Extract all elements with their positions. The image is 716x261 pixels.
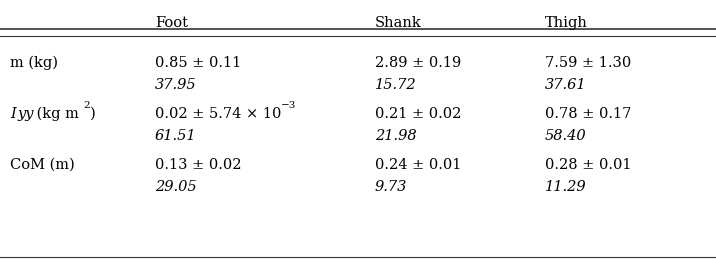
Text: 15.72: 15.72 bbox=[375, 78, 417, 92]
Text: 0.02 ± 5.74 × 10: 0.02 ± 5.74 × 10 bbox=[155, 107, 281, 121]
Text: yy: yy bbox=[18, 107, 34, 121]
Text: 37.95: 37.95 bbox=[155, 78, 197, 92]
Text: Foot: Foot bbox=[155, 16, 188, 30]
Text: m (kg): m (kg) bbox=[10, 56, 58, 70]
Text: 11.29: 11.29 bbox=[545, 180, 586, 194]
Text: −3: −3 bbox=[281, 101, 296, 110]
Text: 0.21 ± 0.02: 0.21 ± 0.02 bbox=[375, 107, 461, 121]
Text: 0.13 ± 0.02: 0.13 ± 0.02 bbox=[155, 158, 241, 172]
Text: Thigh: Thigh bbox=[545, 16, 588, 30]
Text: 2.89 ± 0.19: 2.89 ± 0.19 bbox=[375, 56, 461, 70]
Text: 58.40: 58.40 bbox=[545, 129, 586, 143]
Text: CoM (m): CoM (m) bbox=[10, 158, 74, 172]
Text: 29.05: 29.05 bbox=[155, 180, 197, 194]
Text: (kg m: (kg m bbox=[32, 107, 79, 121]
Text: 0.78 ± 0.17: 0.78 ± 0.17 bbox=[545, 107, 632, 121]
Text: 7.59 ± 1.30: 7.59 ± 1.30 bbox=[545, 56, 632, 70]
Text: 0.28 ± 0.01: 0.28 ± 0.01 bbox=[545, 158, 632, 172]
Text: Shank: Shank bbox=[375, 16, 422, 30]
Text: ): ) bbox=[90, 107, 96, 121]
Text: 2: 2 bbox=[83, 101, 90, 110]
Text: 9.73: 9.73 bbox=[375, 180, 407, 194]
Text: 0.24 ± 0.01: 0.24 ± 0.01 bbox=[375, 158, 461, 172]
Text: 61.51: 61.51 bbox=[155, 129, 197, 143]
Text: I: I bbox=[10, 107, 16, 121]
Text: 0.85 ± 0.11: 0.85 ± 0.11 bbox=[155, 56, 241, 70]
Text: 37.61: 37.61 bbox=[545, 78, 586, 92]
Text: 21.98: 21.98 bbox=[375, 129, 417, 143]
